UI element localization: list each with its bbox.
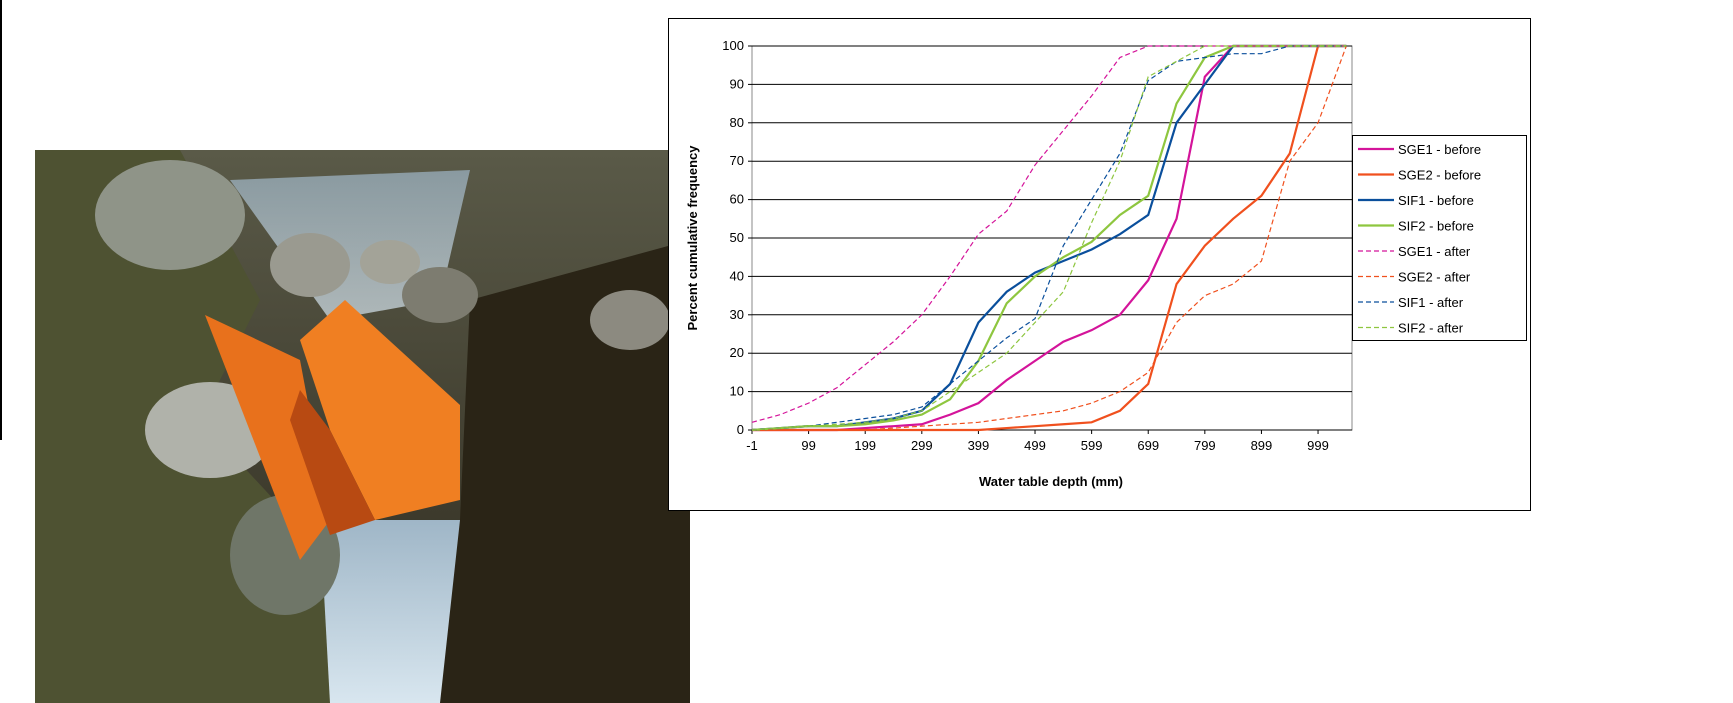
x-tick-label: 299 xyxy=(911,438,933,453)
legend-label: SGE2 - after xyxy=(1398,270,1471,285)
x-tick-label: 599 xyxy=(1081,438,1103,453)
x-tick-label: 499 xyxy=(1024,438,1046,453)
rock xyxy=(360,240,420,284)
legend-items: SGE1 - before SGE2 - before SIF1 - before S… xyxy=(1358,142,1481,336)
y-tick-label: 100 xyxy=(722,38,744,53)
legend-label: SGE1 - before xyxy=(1398,142,1481,157)
legend xyxy=(1352,135,1527,341)
flume-inner xyxy=(290,390,375,535)
legend-label: SGE1 - after xyxy=(1398,244,1471,259)
flume xyxy=(300,300,460,520)
x-tick-label: 99 xyxy=(801,438,815,453)
x-tick-label: -1 xyxy=(746,438,758,453)
series-line xyxy=(751,45,1347,431)
legend-label: SIF1 - after xyxy=(1398,295,1464,310)
grid: 0 10 20 30 40 50 60 70 80 90 100 -1 99 199 299 399 499 59… xyxy=(722,38,1352,453)
lines xyxy=(751,44,1347,432)
rock xyxy=(95,160,245,270)
rock xyxy=(590,290,670,350)
x-tick-label: 199 xyxy=(854,438,876,453)
y-tick-label: 40 xyxy=(730,268,744,283)
x-tick-label: 999 xyxy=(1307,438,1329,453)
x-tick-label: 899 xyxy=(1251,438,1273,453)
legend-label: SIF2 - after xyxy=(1398,321,1464,336)
y-tick-label: 80 xyxy=(730,115,744,130)
y-tick-label: 20 xyxy=(730,345,744,360)
series-line xyxy=(752,45,1347,431)
y-tick-label: 0 xyxy=(737,422,744,437)
y-tick-label: 60 xyxy=(730,192,744,207)
legend-label: SGE2 - before xyxy=(1398,168,1481,183)
y-tick-label: 30 xyxy=(730,307,744,322)
rock xyxy=(402,267,478,323)
legend-label: SIF2 - before xyxy=(1398,219,1474,234)
y-tick-label: 10 xyxy=(730,384,744,399)
series-line xyxy=(751,45,1347,423)
y-tick-label: 90 xyxy=(730,76,744,91)
x-tick-label: 699 xyxy=(1137,438,1159,453)
x-tick-label: 799 xyxy=(1194,438,1216,453)
legend-label: SIF1 - before xyxy=(1398,193,1474,208)
x-axis-title: Water table depth (mm) xyxy=(979,474,1123,489)
y-axis-title: Percent cumulative frequency xyxy=(685,145,700,331)
series-line xyxy=(751,45,1347,431)
y-tick-label: 50 xyxy=(730,230,744,245)
stream-lower xyxy=(320,520,460,703)
flume-side xyxy=(205,315,330,560)
x-tick-label: 399 xyxy=(968,438,990,453)
y-tick-label: 70 xyxy=(730,153,744,168)
peat-bank xyxy=(430,240,690,703)
rock xyxy=(270,233,350,297)
photo xyxy=(35,150,690,703)
